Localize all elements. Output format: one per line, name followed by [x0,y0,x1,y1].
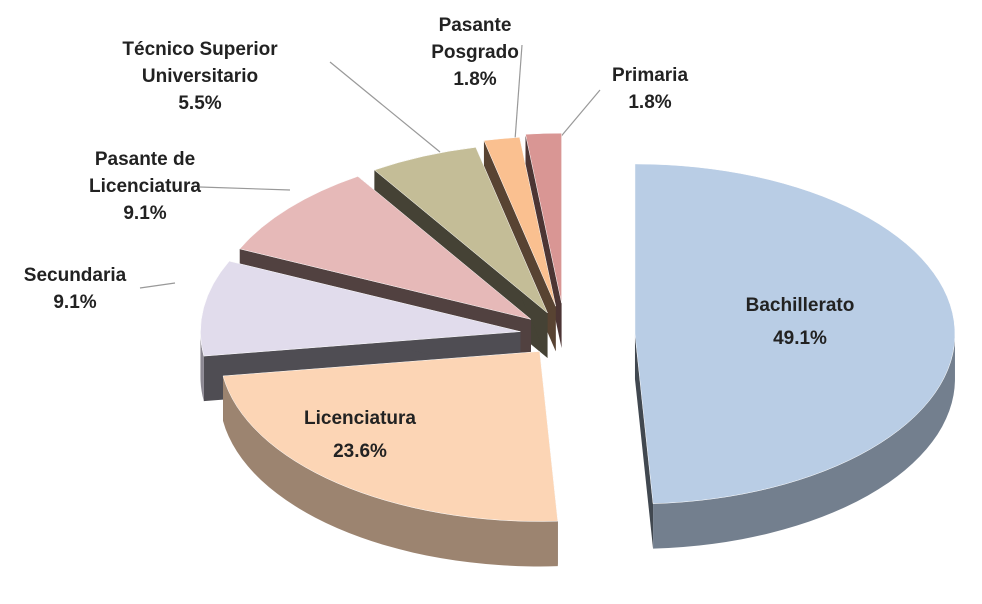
slice-wall [223,375,558,567]
data-label: Pasante de Licenciatura 9.1% [60,146,230,227]
value-label: 1.8% [628,92,672,113]
data-label: Secundaria 9.1% [0,262,150,316]
category-label: Bachillerato [745,295,855,316]
data-label: Bachillerato 49.1% [700,292,900,352]
leader-line [514,44,523,141]
slice [222,351,559,567]
slice [634,163,956,549]
category-label: Pasante Posgrado [431,15,519,63]
slice-top [200,260,521,357]
slice-wall [653,333,955,549]
value-label: 5.5% [178,93,222,114]
slice-top [634,163,956,504]
value-label: 23.6% [333,441,387,462]
slice-top [525,132,562,304]
category-label: Técnico Superior Universitario [122,39,278,87]
data-label: Licenciatura 23.6% [260,405,460,465]
slice-side [634,333,654,549]
category-label: Primaria [611,65,689,86]
slice-wall [200,331,204,402]
data-label: Primaria 1.8% [590,62,710,116]
slice-top [239,176,532,320]
category-label: Licenciatura [304,408,416,429]
leader-line [557,89,601,141]
data-label: Técnico Superior Universitario 5.5% [100,36,300,117]
value-label: 1.8% [453,69,497,90]
slice-top [222,351,559,522]
slice-top [373,147,548,314]
leader-line [199,186,291,191]
leader-line [329,61,441,153]
value-label: 49.1% [773,328,827,349]
leader-lines [139,44,601,289]
leader-line [139,282,176,289]
value-label: 9.1% [123,203,167,224]
category-label: Pasante de Licenciatura [89,149,201,197]
data-label: Pasante Posgrado 1.8% [420,12,530,93]
slice-top [483,137,556,307]
value-label: 9.1% [53,292,97,313]
category-label: Secundaria [23,265,127,286]
